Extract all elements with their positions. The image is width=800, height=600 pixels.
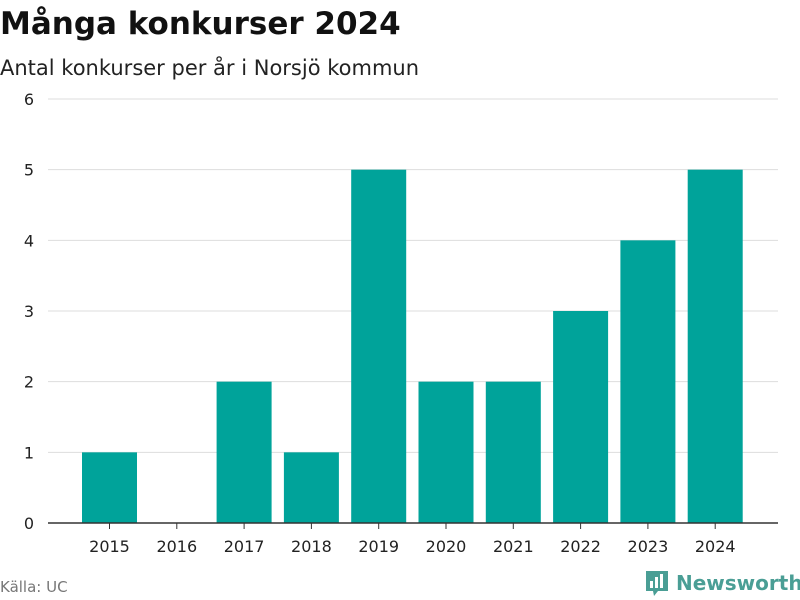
bar-2020 xyxy=(418,381,474,523)
y-tick-label: 6 xyxy=(24,90,34,109)
bars xyxy=(82,169,743,524)
y-tick-label: 0 xyxy=(24,514,34,533)
x-tick-label: 2023 xyxy=(628,537,669,556)
bar-2017 xyxy=(216,381,272,523)
x-tick-label: 2016 xyxy=(156,537,197,556)
y-tick-label: 5 xyxy=(24,161,34,180)
x-tick-label: 2018 xyxy=(291,537,332,556)
chart-subtitle: Antal konkurser per år i Norsjö kommun xyxy=(0,56,420,80)
x-tick-label: 2017 xyxy=(224,537,265,556)
bar-2021 xyxy=(485,381,541,523)
bar-2023 xyxy=(620,240,676,524)
x-tick-labels: 2015 2016 2017 2018 2019 2020 2021 2022 2023 2024 xyxy=(89,523,736,556)
y-tick-label: 1 xyxy=(24,443,34,462)
x-tick-label: 2021 xyxy=(493,537,534,556)
x-tick-label: 2019 xyxy=(358,537,399,556)
bar-chart-flag-icon xyxy=(646,571,668,596)
bar-2019 xyxy=(351,169,407,523)
y-tick-labels: 0 1 2 3 4 5 6 xyxy=(24,90,34,533)
y-tick-label: 2 xyxy=(24,373,34,392)
bar-2015 xyxy=(82,452,137,523)
x-tick-label: 2015 xyxy=(89,537,130,556)
y-tick-label: 4 xyxy=(24,231,34,250)
brand-name: Newsworthy xyxy=(676,571,800,595)
y-tick-label: 3 xyxy=(24,302,34,321)
chart-title: Många konkurser 2024 xyxy=(0,6,401,42)
x-tick-label: 2022 xyxy=(560,537,601,556)
x-tick-label: 2024 xyxy=(695,537,736,556)
brand-logo: Newsworthy xyxy=(644,569,800,597)
bar-2022 xyxy=(553,311,609,523)
bar-2018 xyxy=(283,452,339,523)
source-note: Källa: UC xyxy=(0,578,68,596)
x-tick-label: 2020 xyxy=(426,537,467,556)
bar-2024 xyxy=(687,169,743,523)
